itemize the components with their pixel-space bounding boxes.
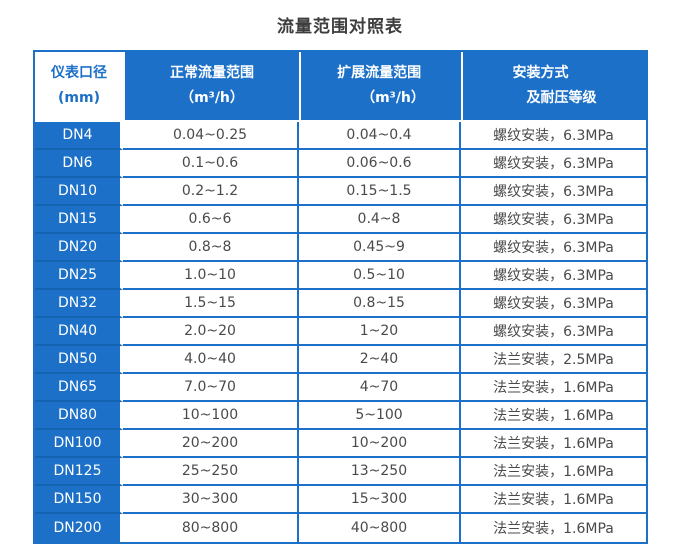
header-line1: 安装方式: [512, 64, 569, 81]
dn-cell: DN100: [35, 430, 123, 458]
table-row: DN80 10~100 5~100 法兰安装，1.6MPa: [35, 402, 646, 430]
normal-range-cell: 0.1~0.6: [123, 150, 299, 178]
header-line1: 仪表口径: [51, 64, 107, 81]
normal-range-cell: 0.04~0.25: [123, 122, 299, 150]
table-body: DN4 0.04~0.25 0.04~0.4 螺纹安装，6.3MPa DN6 0…: [35, 122, 646, 542]
table-row: DN65 7.0~70 4~70 法兰安装，1.6MPa: [35, 374, 646, 402]
header-line1: 正常流量范围: [170, 64, 254, 81]
table-row: DN200 80~800 40~800 法兰安装，1.6MPa: [35, 514, 646, 542]
header-line2: （m³/h）: [180, 90, 244, 106]
table-row: DN150 30~300 15~300 法兰安装，1.6MPa: [35, 486, 646, 514]
extended-range-cell: 0.4~8: [299, 206, 461, 234]
extended-range-cell: 15~300: [299, 486, 461, 514]
header-line2: 及耐压等级: [526, 90, 597, 106]
header-extended-range: 扩展流量范围 （m³/h）: [299, 52, 461, 122]
table-row: DN50 4.0~40 2~40 法兰安装，2.5MPa: [35, 346, 646, 374]
dn-cell: DN10: [35, 178, 123, 206]
normal-range-cell: 80~800: [123, 514, 299, 542]
normal-range-cell: 30~300: [123, 486, 299, 514]
extended-range-cell: 0.8~15: [299, 290, 461, 318]
dn-cell: DN65: [35, 374, 123, 402]
table-row: DN125 25~250 13~250 法兰安装，1.6MPa: [35, 458, 646, 486]
normal-range-cell: 2.0~20: [123, 318, 299, 346]
header-meter-diameter: 仪表口径 (mm): [35, 52, 123, 122]
dn-cell: DN15: [35, 206, 123, 234]
table-row: DN20 0.8~8 0.45~9 螺纹安装，6.3MPa: [35, 234, 646, 262]
install-cell: 螺纹安装，6.3MPa: [461, 318, 646, 346]
dn-cell: DN80: [35, 402, 123, 430]
install-cell: 螺纹安装，6.3MPa: [461, 290, 646, 318]
normal-range-cell: 4.0~40: [123, 346, 299, 374]
install-cell: 法兰安装，2.5MPa: [461, 346, 646, 374]
flow-range-table: 仪表口径 (mm) 正常流量范围 （m³/h） 扩展流量范围 （m³/h） 安装…: [33, 50, 648, 544]
dn-cell: DN4: [35, 122, 123, 150]
normal-range-cell: 7.0~70: [123, 374, 299, 402]
extended-range-cell: 0.5~10: [299, 262, 461, 290]
install-cell: 螺纹安装，6.3MPa: [461, 262, 646, 290]
install-cell: 法兰安装，1.6MPa: [461, 458, 646, 486]
install-cell: 法兰安装，1.6MPa: [461, 430, 646, 458]
normal-range-cell: 0.8~8: [123, 234, 299, 262]
normal-range-cell: 0.2~1.2: [123, 178, 299, 206]
extended-range-cell: 40~800: [299, 514, 461, 542]
normal-range-cell: 0.6~6: [123, 206, 299, 234]
dn-cell: DN125: [35, 458, 123, 486]
install-cell: 螺纹安装，6.3MPa: [461, 122, 646, 150]
extended-range-cell: 0.15~1.5: [299, 178, 461, 206]
extended-range-cell: 0.06~0.6: [299, 150, 461, 178]
install-cell: 法兰安装，1.6MPa: [461, 514, 646, 542]
install-cell: 螺纹安装，6.3MPa: [461, 234, 646, 262]
header-installation: 安装方式 及耐压等级: [461, 52, 646, 122]
header-line1: 扩展流量范围: [337, 64, 422, 81]
table-row: DN25 1.0~10 0.5~10 螺纹安装，6.3MPa: [35, 262, 646, 290]
dn-cell: DN150: [35, 486, 123, 514]
normal-range-cell: 20~200: [123, 430, 299, 458]
header-normal-range: 正常流量范围 （m³/h）: [123, 52, 299, 122]
table-row: DN10 0.2~1.2 0.15~1.5 螺纹安装，6.3MPa: [35, 178, 646, 206]
dn-cell: DN50: [35, 346, 123, 374]
extended-range-cell: 0.04~0.4: [299, 122, 461, 150]
normal-range-cell: 25~250: [123, 458, 299, 486]
table-row: DN100 20~200 10~200 法兰安装，1.6MPa: [35, 430, 646, 458]
dn-cell: DN200: [35, 514, 123, 542]
extended-range-cell: 5~100: [299, 402, 461, 430]
extended-range-cell: 10~200: [299, 430, 461, 458]
install-cell: 法兰安装，1.6MPa: [461, 402, 646, 430]
table-row: DN32 1.5~15 0.8~15 螺纹安装，6.3MPa: [35, 290, 646, 318]
extended-range-cell: 2~40: [299, 346, 461, 374]
extended-range-cell: 1~20: [299, 318, 461, 346]
dn-cell: DN40: [35, 318, 123, 346]
normal-range-cell: 10~100: [123, 402, 299, 430]
dn-cell: DN6: [35, 150, 123, 178]
install-cell: 螺纹安装，6.3MPa: [461, 206, 646, 234]
table-row: DN15 0.6~6 0.4~8 螺纹安装，6.3MPa: [35, 206, 646, 234]
extended-range-cell: 0.45~9: [299, 234, 461, 262]
header-row: 仪表口径 (mm) 正常流量范围 （m³/h） 扩展流量范围 （m³/h） 安装…: [35, 52, 646, 122]
page-title: 流量范围对照表: [277, 17, 403, 37]
table-row: DN40 2.0~20 1~20 螺纹安装，6.3MPa: [35, 318, 646, 346]
extended-range-cell: 4~70: [299, 374, 461, 402]
normal-range-cell: 1.0~10: [123, 262, 299, 290]
dn-cell: DN32: [35, 290, 123, 318]
dn-cell: DN25: [35, 262, 123, 290]
header-line2: (mm): [58, 90, 100, 106]
extended-range-cell: 13~250: [299, 458, 461, 486]
install-cell: 螺纹安装，6.3MPa: [461, 178, 646, 206]
install-cell: 法兰安装，1.6MPa: [461, 486, 646, 514]
table-row: DN4 0.04~0.25 0.04~0.4 螺纹安装，6.3MPa: [35, 122, 646, 150]
normal-range-cell: 1.5~15: [123, 290, 299, 318]
header-line2: （m³/h）: [361, 90, 425, 106]
dn-cell: DN20: [35, 234, 123, 262]
table-row: DN6 0.1~0.6 0.06~0.6 螺纹安装，6.3MPa: [35, 150, 646, 178]
install-cell: 法兰安装，1.6MPa: [461, 374, 646, 402]
install-cell: 螺纹安装，6.3MPa: [461, 150, 646, 178]
